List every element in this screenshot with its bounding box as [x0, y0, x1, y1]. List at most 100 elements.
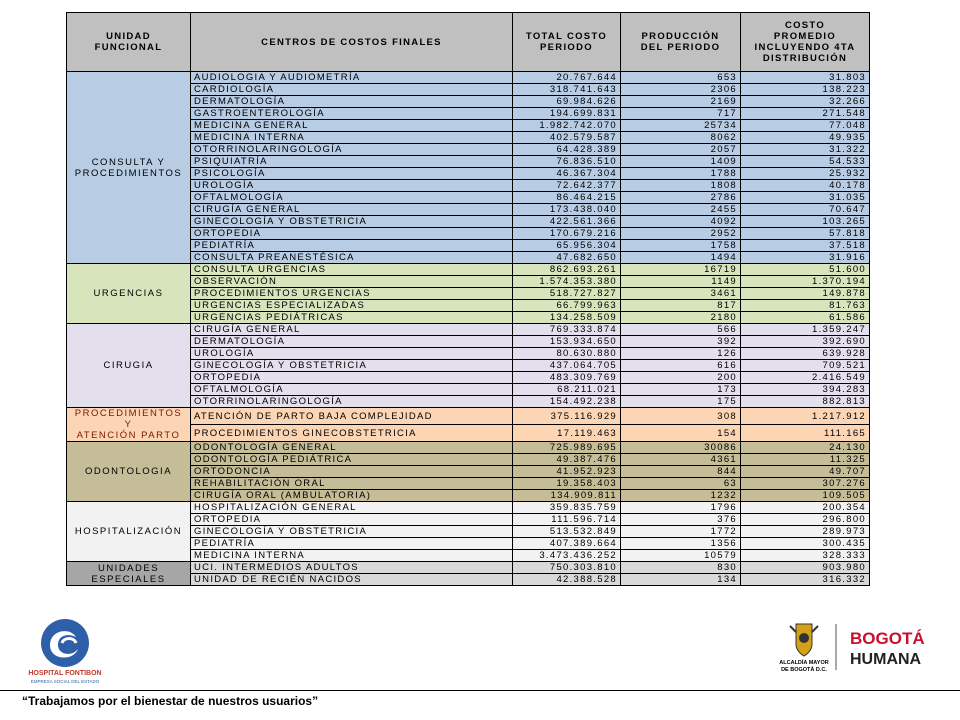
center-cell: GASTROENTEROLOGÍA [190, 107, 513, 120]
center-cell: ATENCIÓN DE PARTO BAJA COMPLEJIDAD [190, 407, 513, 425]
number-cell: 86.464.215 [512, 191, 621, 204]
center-cell: CIRUGÍA GENERAL [190, 323, 513, 336]
data-row: UROLOGÍA 80.630.880 126 639.928 [67, 347, 870, 360]
data-row: CIRUGÍA ORAL (AMBULATORIA) 134.909.811 123… [67, 489, 870, 502]
number-cell: 862.693.261 [512, 263, 621, 276]
logo-swirl [50, 631, 78, 658]
center-cell: DERMATOLOGÍA [190, 335, 513, 348]
number-cell: 31.035 [740, 191, 870, 204]
alcaldia: ALCALDÍA MAYOR DE BOGOTÁ D.C. [779, 658, 828, 673]
number-cell: 61.586 [740, 311, 870, 324]
data-row: PROCEDIMIENTOS Y ATENCIÓN PARTO ATENCIÓN … [66, 407, 870, 442]
number-cell: 2180 [620, 311, 741, 324]
number-cell: 17.119.463 [512, 424, 621, 442]
number-cell: 68.211.021 [512, 383, 621, 396]
number-cell: 725.989.695 [512, 441, 621, 454]
center-cell: URGENCIAS ESPECIALIZADAS [190, 299, 513, 312]
number-cell: 709.521 [740, 359, 870, 372]
cost-table: UNIDAD FUNCIONAL CENTROS DE COSTOS FINALE… [66, 12, 870, 586]
data-row: URGENCIAS CONSULTA URGENCIAS 862.693.261 16… [66, 263, 870, 324]
data-row: HOSPITALIZACIÓN HOSPITALIZACIÓN GENERAL 35… [66, 501, 870, 562]
number-cell: 518.727.827 [512, 287, 621, 300]
number-cell: 200.354 [740, 501, 870, 514]
header-cell: COSTO PROMEDIO INCLUYENDO 4TA DISTRIBUCI… [740, 12, 870, 72]
number-cell: 72.642.377 [512, 179, 621, 192]
number-cell: 80.630.880 [512, 347, 621, 360]
data-row: MEDICINA GENERAL 1.982.742.070 25734 77.048 [67, 119, 870, 132]
header-cell: PRODUCCIÓN DEL PERIODO [620, 12, 741, 72]
unit-cell: ODONTOLOGIA [66, 441, 191, 502]
number-cell: 616 [620, 359, 741, 372]
number-cell: 394.283 [740, 383, 870, 396]
center-cell: OTORRINOLARINGOLOGÍA [190, 395, 513, 408]
center-cell: CIRUGÍA GENERAL [190, 203, 513, 216]
number-cell: 308 [620, 407, 741, 425]
number-cell: 817 [620, 299, 741, 312]
number-cell: 200 [620, 371, 741, 384]
number-cell: 173 [620, 383, 741, 396]
center-cell: CONSULTA PREANESTÉSICA [190, 251, 513, 264]
number-cell: 10579 [620, 549, 741, 562]
number-cell: 69.984.626 [512, 95, 621, 108]
number-cell: 31.322 [740, 143, 870, 156]
number-cell: 392 [620, 335, 741, 348]
unit-cell: HOSPITALIZACIÓN [66, 501, 191, 562]
number-cell: 30086 [620, 441, 741, 454]
number-cell: 111.596.714 [512, 513, 621, 526]
center-cell: REHABILITACIÓN ORAL [190, 477, 513, 490]
number-cell: 1232 [620, 489, 741, 502]
number-cell: 271.548 [740, 107, 870, 120]
center-cell: URGENCIAS PEDIÁTRICAS [190, 311, 513, 324]
number-cell: 882.813 [740, 395, 870, 408]
number-cell: 47.682.650 [512, 251, 621, 264]
number-cell: 49.387.476 [512, 453, 621, 466]
number-cell: 77.048 [740, 119, 870, 132]
number-cell: 750.303.810 [512, 561, 621, 574]
number-cell: 513.532.849 [512, 525, 621, 538]
number-cell: 76.836.510 [512, 155, 621, 168]
data-row: DERMATOLOGÍA 69.984.626 2169 32.266 [67, 95, 870, 108]
number-cell: 3.473.436.252 [512, 549, 621, 562]
number-cell: 830 [620, 561, 741, 574]
number-cell: 422.561.366 [512, 215, 621, 228]
alcaldia-text: DE BOGOTÁ D.C. [781, 666, 827, 673]
unit-cell: PROCEDIMIENTOS Y ATENCIÓN PARTO [66, 407, 191, 442]
number-cell: 154 [620, 424, 741, 442]
center-cell: PROCEDIMIENTOS URGENCIAS [190, 287, 513, 300]
number-cell: 307.276 [740, 477, 870, 490]
data-row: OBSERVACIÓN 1.574.353.380 1149 1.370.194 [67, 275, 870, 288]
center-cell: MEDICINA INTERNA [190, 131, 513, 144]
center-cell: ORTOPEDIA [190, 371, 513, 384]
number-cell: 2169 [620, 95, 741, 108]
number-cell: 296.800 [740, 513, 870, 526]
number-cell: 65.956.304 [512, 239, 621, 252]
center-cell: GINECOLOGÍA Y OBSTETRICIA [190, 215, 513, 228]
data-row: UNIDAD DE RECIÉN NACIDOS 42.388.528 134 316… [67, 573, 870, 586]
unit-cell: CONSULTA Y PROCEDIMIENTOS [66, 71, 191, 264]
number-cell: 903.980 [740, 561, 870, 574]
number-cell: 1796 [620, 501, 741, 514]
number-cell: 316.332 [740, 573, 870, 586]
data-row: CONSULTA PREANESTÉSICA 47.682.650 1494 31.9… [67, 251, 870, 264]
number-cell: 1.370.194 [740, 275, 870, 288]
number-cell: 318.741.643 [512, 83, 621, 96]
footer-text: “Trabajamos por el bienestar de nuestros… [22, 694, 319, 708]
data-row: GASTROENTEROLOGÍA 194.699.831 717 271.548 [67, 107, 870, 120]
humana-word: HUMANA [850, 651, 922, 668]
number-cell: 134.258.509 [512, 311, 621, 324]
number-cell: 111.165 [740, 424, 870, 442]
data-row: UNIDADES ESPECIALES UCI. INTERMEDIOS ADUL… [66, 561, 870, 586]
center-cell: PSIQUIATRÍA [190, 155, 513, 168]
center-cell: UNIDAD DE RECIÉN NACIDOS [190, 573, 513, 586]
number-cell: 134 [620, 573, 741, 586]
number-cell: 1356 [620, 537, 741, 550]
number-cell: 566 [620, 323, 741, 336]
footer-rule [0, 690, 960, 691]
center-cell: MEDICINA INTERNA [190, 549, 513, 562]
logo-circle [41, 619, 89, 667]
center-cell: UCI. INTERMEDIOS ADULTOS [190, 561, 513, 574]
center-cell: HOSPITALIZACIÓN GENERAL [190, 501, 513, 514]
unit-cell: URGENCIAS [66, 263, 191, 324]
data-row: PEDIATRÍA 407.389.664 1356 300.435 [67, 537, 870, 550]
center-cell: CIRUGÍA ORAL (AMBULATORIA) [190, 489, 513, 502]
